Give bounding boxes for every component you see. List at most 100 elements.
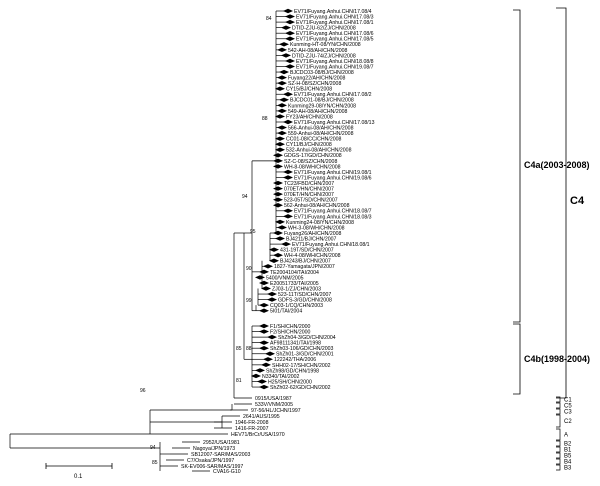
leaf-labels: EV71/Fuyang.Anhui.CHN/17.08/4 EV71/Fuyang…: [181, 9, 375, 475]
leaf-label: TE2004104/TAI/2004: [270, 270, 319, 276]
subgenotype-bracket: [556, 440, 561, 447]
strain-marker: [277, 225, 287, 230]
strain-marker: [259, 384, 269, 390]
leaf-label: Kunming-HT-08/YN/CHN/2008: [290, 42, 361, 48]
strain-marker: [279, 69, 289, 75]
strain-marker: [269, 247, 279, 252]
bracket-c4b: [513, 323, 521, 395]
leaf-label: Kunming24-08/YN/CHN/2008: [286, 220, 354, 226]
strain-marker: [273, 158, 283, 164]
strain-marker: [281, 53, 291, 58]
bootstrap-value: 85: [236, 346, 242, 352]
leaf-label: EV71/Fuyang.Anhui.CHN/18.08/1: [292, 242, 370, 248]
strain-marker: [285, 36, 295, 41]
leaf-label: Kunming29-08/YN/CHN/2008: [288, 103, 356, 109]
bootstrap-value: 84: [266, 16, 272, 22]
strain-marker: [279, 97, 289, 102]
leaf-label: BJCDC01-08/BJ/CHN/2008: [290, 98, 354, 104]
strain-marker: [277, 75, 287, 80]
leaf-label: 122242/THA/2006: [274, 357, 316, 363]
subgenotype-label: C1: [564, 398, 572, 404]
bootstrap-value: 99: [246, 298, 252, 304]
subgenotype-bracket: [556, 446, 561, 453]
strain-marker: [283, 8, 293, 14]
leaf-label: ShZh04-3/GD/CHN/2004: [278, 335, 336, 341]
strain-marker: [263, 264, 273, 269]
strain-marker: [275, 114, 285, 119]
bracket-c4: [556, 7, 567, 399]
bootstrap-value: 95: [250, 229, 256, 235]
leaf-label: SZ-C-08/SZ/CHN/2008: [284, 159, 337, 165]
strain-marker: [285, 31, 295, 36]
strain-marker: [277, 80, 287, 86]
subgenotype-label: C3: [564, 410, 572, 416]
leaf-label: CVA16-G10: [213, 469, 241, 475]
leaf-label: ShZh02-62/GD/CHN/2002: [270, 385, 331, 391]
strain-marker: [251, 373, 261, 379]
bracket-c4a: [513, 9, 521, 323]
leaf-label: F2/SH/CHN/2000: [270, 329, 310, 335]
leaf-label: GDFS-3/GD/CHN/2008: [278, 298, 332, 304]
strain-marker: [273, 186, 283, 191]
leaf-label: EV71/Fuyang.Anhui.CHN/17.08/6: [296, 31, 374, 37]
leaf-label: ShZh98/GD/CHN/1998: [266, 368, 319, 374]
strain-marker: [277, 130, 287, 136]
leaf-label: SHH02-17/SH/CHN/2002: [272, 363, 331, 369]
strain-markers: [251, 8, 295, 390]
bootstrap-value: 88: [246, 346, 252, 352]
strain-marker: [281, 25, 291, 30]
bootstrap-value: 94: [242, 194, 248, 200]
leaf-label: F1/SH/CHN/2000: [270, 324, 310, 330]
bootstrap-values: 84 88 94 95 90 85 99 88 81 96 94 85: [140, 16, 272, 466]
strain-marker: [265, 351, 275, 356]
leaf-label: CQ03-1/CQ/CHN/2003: [270, 303, 323, 309]
strain-marker: [259, 323, 269, 329]
strain-marker: [255, 368, 265, 373]
subgenotype-bracket: [556, 408, 561, 415]
strain-marker: [259, 329, 269, 334]
leaf-label: 532-Anhui-08/AH/CHN/2008: [286, 148, 352, 154]
strain-marker: [275, 236, 285, 241]
leaf-label: EV71/Fuyang.Anhui.CHN/17.08/4: [294, 9, 372, 15]
subgenotype-brackets: [556, 396, 561, 471]
strain-marker: [277, 47, 287, 53]
clade-label-c4: C4: [570, 195, 585, 207]
leaf-label: WH-8-08/WH/CHN/2008: [284, 164, 341, 170]
leaf-label: EV71/Fuyang.Anhui.CHN/18.08/8: [296, 59, 374, 65]
strain-marker: [285, 58, 295, 64]
strain-marker: [279, 42, 289, 47]
leaf-label: 523-11T/SD/CHN/2007: [278, 292, 331, 298]
leaf-label: EV71/Fuyang.Anhui.CHN/17.08/13: [294, 120, 375, 126]
leaf-label: SB12007-SAR/MAS/2003: [191, 452, 251, 458]
strain-marker: [267, 334, 277, 340]
leaf-label: 1827-Yamagata/JPN/2007: [274, 264, 335, 270]
subgenotype-bracket: [556, 402, 561, 409]
strain-marker: [261, 362, 271, 368]
strain-marker: [277, 103, 287, 108]
strain-marker: [273, 203, 283, 208]
strain-marker: [283, 214, 293, 219]
leaf-label: EV71/Fuyang.Anhui.CHN/19.08/7: [296, 64, 374, 70]
subgenotype-bracket: [556, 396, 561, 403]
leaf-label: EV71/Fuyang.Anhui.CHN/18.08/3: [294, 214, 372, 220]
strain-marker: [259, 302, 269, 308]
leaf-label: 431-19T/SD/CHN/2007: [280, 248, 334, 254]
leaf-label: 566-Anhui-08/AH/CHN/2008: [288, 125, 354, 131]
leaf-label: 2952/USA/1981: [203, 440, 240, 446]
leaf-label: 562-Anhui-08/AH/CHN/2008: [284, 203, 350, 209]
leaf-label: FY23/AH/CHN/2008: [286, 114, 333, 120]
leaf-label: C7/Osaka/JPN/1997: [187, 458, 234, 464]
leaf-label: 0915/USA/1987: [255, 396, 292, 402]
leaf-label: ZJ03-1/ZJ/CHN/2003: [272, 286, 321, 292]
leaf-label: CY11/BJ/CHN/2008: [286, 142, 332, 148]
leaf-label: 523-05T/SD/CHN/2007: [284, 198, 338, 204]
strain-marker: [283, 169, 293, 175]
leaf-label: 542-AH-08/AH/CHN/2008: [288, 48, 348, 54]
subgenotype-label: B3: [564, 466, 572, 472]
subgenotype-bracket: [556, 428, 561, 441]
strain-marker: [283, 175, 293, 180]
scale-bar-label: 0.1: [74, 474, 83, 480]
leaf-label: 559-Anhui-08/AH/CHN/2008: [288, 131, 354, 137]
